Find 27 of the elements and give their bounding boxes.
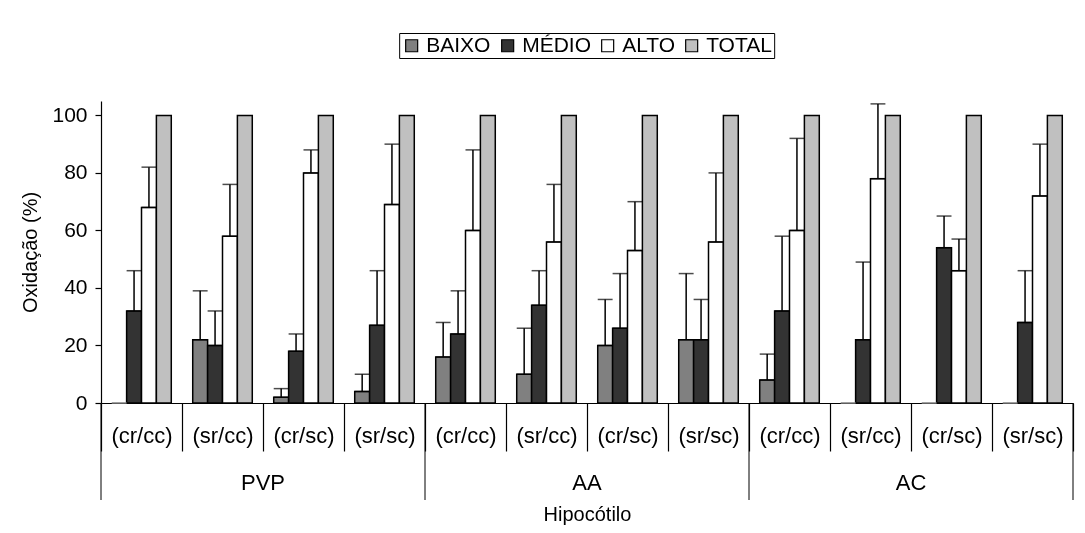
y-axis-title: Oxidação (%) <box>19 191 42 314</box>
x-tick-label: (cr/sc) <box>597 422 659 448</box>
x-tick-label: (sr/sc) <box>354 422 416 448</box>
text: AC <box>895 470 927 495</box>
legend-label: MÉDIO <box>522 32 592 56</box>
x-axis-title: Hipocótilo <box>543 503 632 526</box>
y-tick-label: 0 <box>75 390 88 414</box>
y-tick-label: 40 <box>64 275 88 299</box>
x-tick-label: (sr/cc) <box>192 422 254 448</box>
legend-label: BAIXO <box>426 32 491 56</box>
y-tick-label: 100 <box>52 102 88 126</box>
x-tick-label: (cr/cc) <box>435 422 497 448</box>
x-tick-label: (cr/cc) <box>111 422 173 448</box>
x-tick-label: (sr/sc) <box>678 422 740 448</box>
y-tick-label: 80 <box>64 160 88 184</box>
legend-label: ALTO <box>622 32 676 56</box>
x-tick-label: (cr/sc) <box>273 422 335 448</box>
text: AA <box>572 470 602 495</box>
text: PVP <box>240 470 286 495</box>
x-tick-label: (cr/sc) <box>921 422 983 448</box>
x-tick-label: (sr/sc) <box>1002 422 1064 448</box>
x-tick-label: (sr/cc) <box>840 422 902 448</box>
x-tick-label: (sr/cc) <box>516 422 578 448</box>
x-tick-label: (cr/cc) <box>759 422 821 448</box>
legend-label: TOTAL <box>706 32 772 56</box>
y-tick-label: 60 <box>64 217 88 241</box>
y-tick-label: 20 <box>64 332 88 356</box>
